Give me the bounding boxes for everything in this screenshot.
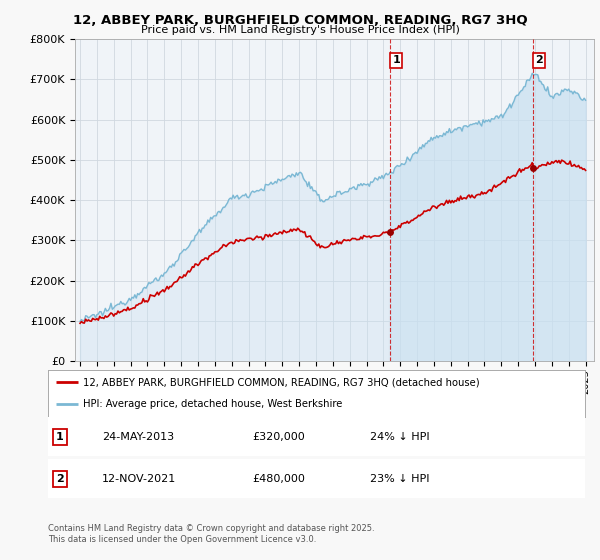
Text: 2: 2 bbox=[535, 55, 543, 66]
Text: 12-NOV-2021: 12-NOV-2021 bbox=[102, 474, 176, 484]
Text: Contains HM Land Registry data © Crown copyright and database right 2025.
This d: Contains HM Land Registry data © Crown c… bbox=[48, 524, 374, 544]
Text: 12, ABBEY PARK, BURGHFIELD COMMON, READING, RG7 3HQ (detached house): 12, ABBEY PARK, BURGHFIELD COMMON, READI… bbox=[83, 377, 479, 388]
Text: Price paid vs. HM Land Registry's House Price Index (HPI): Price paid vs. HM Land Registry's House … bbox=[140, 25, 460, 35]
Text: HPI: Average price, detached house, West Berkshire: HPI: Average price, detached house, West… bbox=[83, 399, 342, 409]
Text: 2: 2 bbox=[56, 474, 64, 484]
Text: 12, ABBEY PARK, BURGHFIELD COMMON, READING, RG7 3HQ: 12, ABBEY PARK, BURGHFIELD COMMON, READI… bbox=[73, 14, 527, 27]
Text: 1: 1 bbox=[392, 55, 400, 66]
Text: £480,000: £480,000 bbox=[252, 474, 305, 484]
Text: 23% ↓ HPI: 23% ↓ HPI bbox=[370, 474, 430, 484]
Text: £320,000: £320,000 bbox=[252, 432, 305, 442]
Text: 1: 1 bbox=[56, 432, 64, 442]
Text: 24% ↓ HPI: 24% ↓ HPI bbox=[370, 432, 430, 442]
Text: 24-MAY-2013: 24-MAY-2013 bbox=[102, 432, 174, 442]
